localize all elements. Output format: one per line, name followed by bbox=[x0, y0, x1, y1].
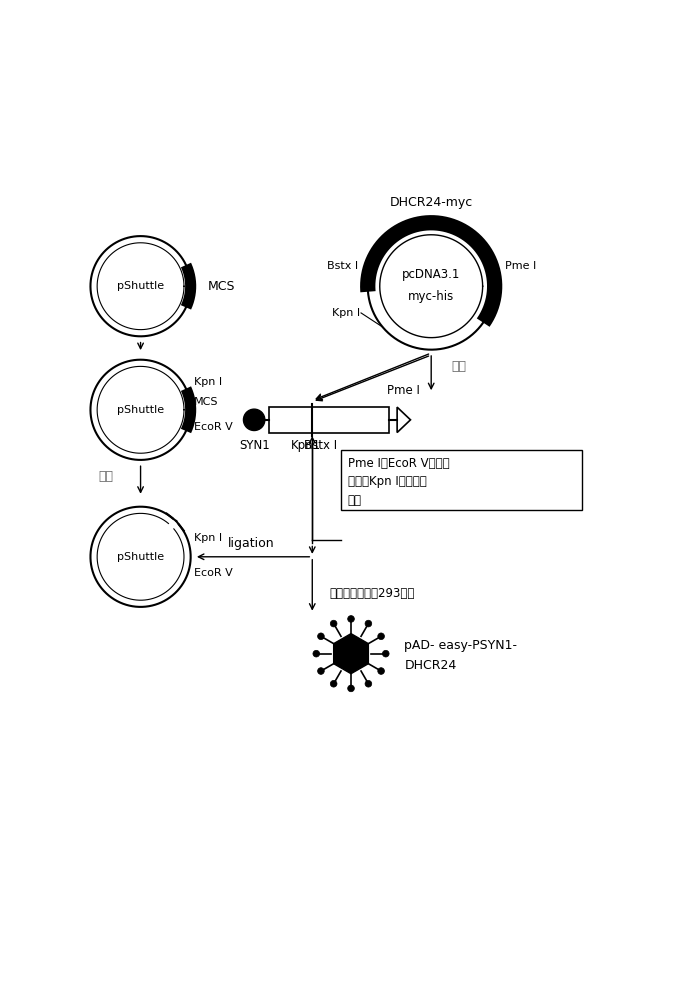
Bar bbox=[269, 407, 312, 433]
Text: DHCR24-myc: DHCR24-myc bbox=[389, 196, 473, 209]
Text: Pme I: Pme I bbox=[505, 261, 536, 271]
Text: pAD- easy-PSYN1-: pAD- easy-PSYN1- bbox=[404, 639, 518, 652]
Text: pShuttle: pShuttle bbox=[117, 281, 164, 291]
Bar bbox=[341, 450, 582, 510]
Text: DHCR24: DHCR24 bbox=[404, 659, 457, 672]
Circle shape bbox=[330, 680, 337, 687]
Polygon shape bbox=[333, 634, 368, 674]
Text: EcoR V: EcoR V bbox=[194, 422, 233, 432]
Text: SYN1: SYN1 bbox=[239, 439, 269, 452]
Text: Kpn I: Kpn I bbox=[194, 377, 222, 387]
Text: EcoR V: EcoR V bbox=[194, 568, 233, 578]
Text: 连接: 连接 bbox=[348, 494, 361, 507]
Circle shape bbox=[243, 409, 265, 431]
Text: 酶切: 酶切 bbox=[99, 470, 114, 483]
Circle shape bbox=[365, 680, 372, 687]
Text: 线性化，电转，293细胞: 线性化，电转，293细胞 bbox=[329, 587, 415, 600]
Bar bbox=[312, 407, 389, 433]
Text: Kpn I: Kpn I bbox=[331, 308, 359, 318]
Text: Kpn1: Kpn1 bbox=[291, 439, 321, 452]
Text: Pme I，EcoR V平末端: Pme I，EcoR V平末端 bbox=[348, 457, 449, 470]
Circle shape bbox=[318, 633, 324, 640]
Circle shape bbox=[313, 650, 320, 657]
Text: ligation: ligation bbox=[228, 537, 275, 550]
Circle shape bbox=[348, 685, 355, 692]
Text: MCS: MCS bbox=[194, 397, 218, 407]
Text: Pme I: Pme I bbox=[387, 384, 420, 397]
Text: 酶切: 酶切 bbox=[451, 360, 466, 373]
Circle shape bbox=[365, 620, 372, 627]
Circle shape bbox=[378, 668, 385, 674]
Text: pShuttle: pShuttle bbox=[117, 405, 164, 415]
Text: Bstx I: Bstx I bbox=[303, 439, 337, 452]
Circle shape bbox=[378, 633, 385, 640]
Text: 连接，Kpn I粘性末端: 连接，Kpn I粘性末端 bbox=[348, 475, 426, 488]
Text: MCS: MCS bbox=[207, 280, 235, 293]
Circle shape bbox=[318, 668, 324, 674]
Text: pcDNA3.1: pcDNA3.1 bbox=[402, 268, 460, 281]
Circle shape bbox=[330, 620, 337, 627]
Text: myc-his: myc-his bbox=[408, 290, 454, 303]
Text: pShuttle: pShuttle bbox=[117, 552, 164, 562]
Text: Kpn I: Kpn I bbox=[194, 533, 222, 543]
Polygon shape bbox=[397, 407, 411, 433]
Circle shape bbox=[348, 616, 355, 622]
Text: Bstx I: Bstx I bbox=[327, 261, 357, 271]
Circle shape bbox=[383, 650, 389, 657]
